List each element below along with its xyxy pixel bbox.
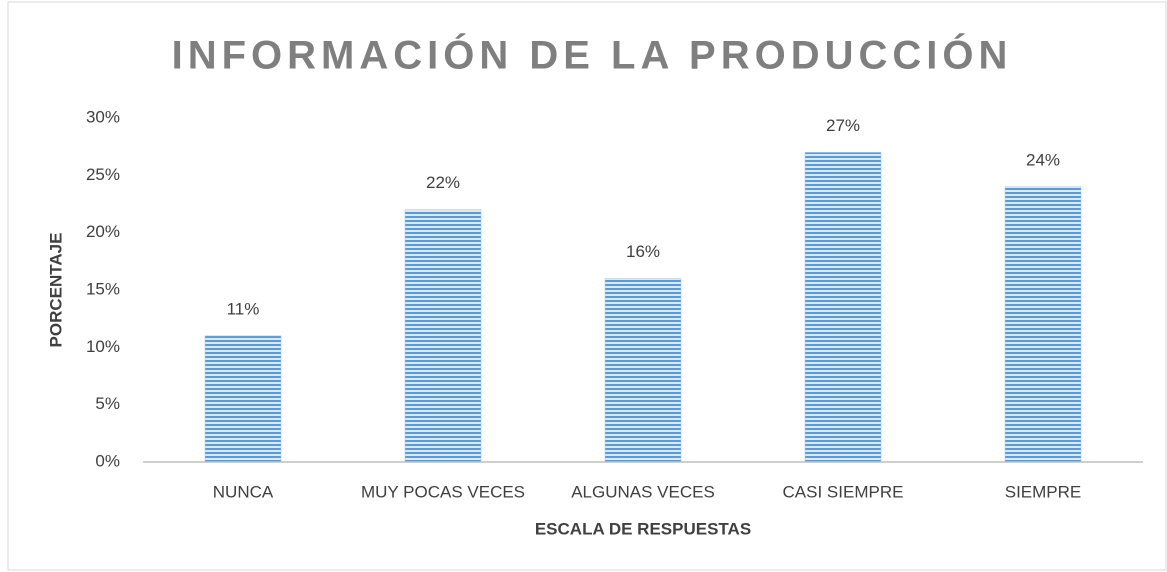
y-tick-label: 30% <box>86 107 120 126</box>
x-tick-label: ALGUNAS VECES <box>571 482 715 501</box>
x-tick-label: MUY POCAS VECES <box>361 482 525 501</box>
y-tick-label: 15% <box>86 279 120 298</box>
bar <box>604 278 682 463</box>
y-tick-label: 10% <box>86 337 120 356</box>
x-tick-label: NUNCA <box>213 482 274 501</box>
y-tick-label: 0% <box>95 451 120 470</box>
chart-title: INFORMACIÓN DE LA PRODUCCIÓN <box>172 32 1013 78</box>
data-label: 16% <box>626 242 660 261</box>
data-label: 27% <box>826 116 860 135</box>
y-tick-label: 5% <box>95 394 120 413</box>
bar <box>204 335 282 463</box>
bar <box>804 152 882 463</box>
x-axis-title: ESCALA DE RESPUESTAS <box>535 519 751 538</box>
bar <box>404 209 482 463</box>
data-label: 11% <box>227 299 260 318</box>
bar <box>1004 186 1082 463</box>
x-tick-label: SIEMPRE <box>1005 482 1082 501</box>
y-tick-label: 25% <box>86 165 120 184</box>
data-label: 22% <box>426 173 460 192</box>
x-tick-label: CASI SIEMPRE <box>783 482 904 501</box>
y-axis-title: PORCENTAJE <box>46 233 65 348</box>
data-label: 24% <box>1026 150 1060 169</box>
y-tick-label: 20% <box>86 222 120 241</box>
chart-border <box>7 1 1167 571</box>
